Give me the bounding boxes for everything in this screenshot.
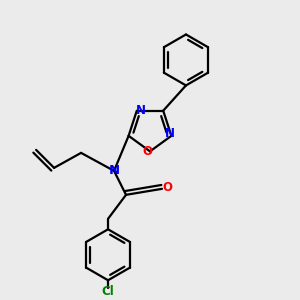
- Text: Cl: Cl: [102, 285, 114, 298]
- Text: N: N: [109, 164, 120, 177]
- Text: O: O: [142, 145, 153, 158]
- Text: O: O: [162, 181, 172, 194]
- Text: N: N: [135, 104, 146, 117]
- Text: N: N: [165, 127, 175, 140]
